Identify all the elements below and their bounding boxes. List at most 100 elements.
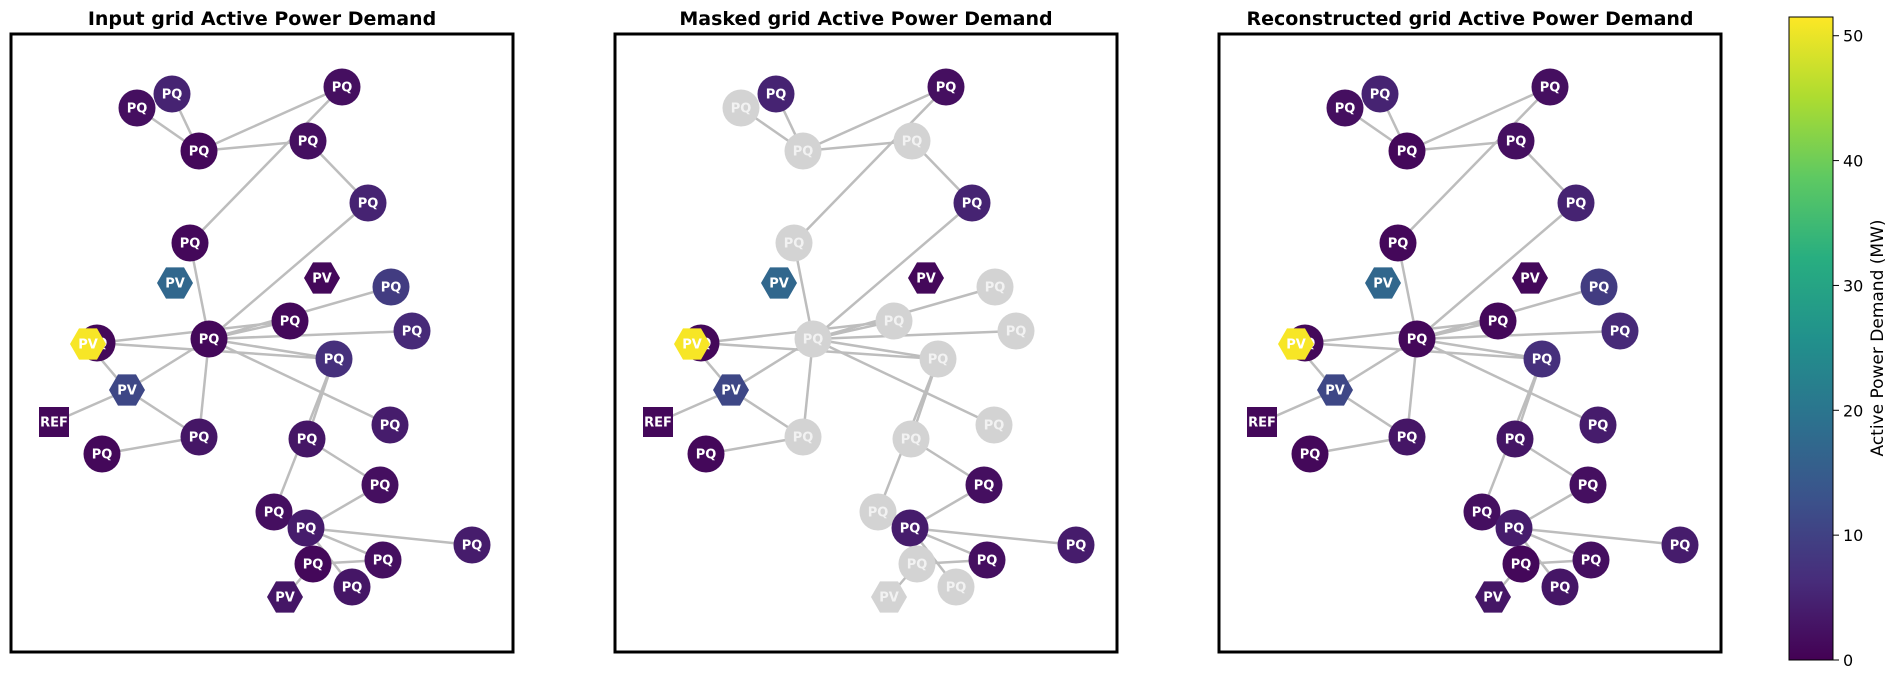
node-marker (157, 267, 193, 299)
node-label: PQ (402, 325, 423, 340)
node-marker (898, 545, 936, 583)
node-pq: PQ (372, 268, 410, 306)
node-marker (171, 224, 209, 262)
node-pv: PV (109, 374, 145, 406)
node-pq: PQ (1496, 420, 1534, 458)
node-marker (761, 267, 797, 299)
node-label: PV (165, 277, 185, 292)
node-pv: PV (304, 262, 340, 294)
node-label: PV (769, 277, 789, 292)
node-pv: PV (761, 267, 797, 299)
node-label: PQ (1370, 88, 1391, 103)
node-ref: REF (39, 407, 69, 437)
node-pq: PQ (287, 509, 325, 547)
node-ref: REF (643, 407, 673, 437)
edge (305, 526, 473, 547)
node-marker (1523, 340, 1561, 378)
node-marker (1579, 406, 1617, 444)
node-pq: PQ (1057, 526, 1095, 564)
node-pq: PQ (361, 466, 399, 504)
node-marker (975, 406, 1013, 444)
edge (802, 85, 947, 153)
edge (812, 329, 1017, 341)
colorbar-tick-label: 40 (1843, 152, 1863, 171)
node-pv: PV (871, 581, 907, 613)
node-label: REF (644, 416, 672, 431)
panel-frame (613, 32, 1119, 654)
node-label: PQ (1066, 539, 1087, 554)
edge (909, 526, 1077, 547)
node-pq: PQ (371, 406, 409, 444)
node-pv: PV (70, 328, 106, 360)
node-marker (784, 418, 822, 456)
node-label: PQ (342, 581, 363, 596)
node-label: PQ (180, 237, 201, 252)
node-label: PQ (199, 333, 220, 348)
node-marker (1326, 89, 1364, 127)
node-label: PV (721, 384, 741, 399)
node-marker (180, 132, 218, 170)
node-pq: PQ (859, 493, 897, 531)
node-marker (919, 340, 957, 378)
node-pq: PQ (968, 541, 1006, 579)
node-pq: PQ (1291, 435, 1329, 473)
node-pq: PQ (997, 312, 1035, 350)
node-pv: PV (908, 262, 944, 294)
node-marker (1361, 75, 1399, 113)
node-marker (893, 122, 931, 160)
node-label: PQ (1589, 281, 1610, 296)
node-pq: PQ (927, 68, 965, 106)
edge (208, 202, 369, 340)
node-label: PQ (1335, 102, 1356, 117)
node-pq: PQ (1398, 320, 1436, 358)
node-pq: PQ (180, 418, 218, 456)
node-pq: PQ (349, 184, 387, 222)
node-label: PQ (189, 145, 210, 160)
node-label: PV (1483, 591, 1503, 606)
node-pq: PQ (919, 340, 957, 378)
node-pq: PQ (937, 568, 975, 606)
node-pq: PQ (898, 545, 936, 583)
node-pq: PQ (1388, 132, 1426, 170)
edge (198, 85, 343, 153)
node-label: PQ (264, 506, 285, 521)
node-marker (965, 466, 1003, 504)
node-label: PQ (900, 522, 921, 537)
node-marker (372, 268, 410, 306)
node-label: PV (1373, 277, 1393, 292)
node-label: PQ (793, 145, 814, 160)
node-label: PQ (1588, 419, 1609, 434)
node-marker (1247, 407, 1277, 437)
colorbar-tick-label: 30 (1843, 276, 1863, 295)
node-marker (1569, 466, 1607, 504)
node-marker (39, 407, 69, 437)
node-marker (287, 509, 325, 547)
node-label: PQ (793, 431, 814, 446)
node-marker (153, 75, 191, 113)
node-marker (288, 420, 326, 458)
node-label: PQ (162, 88, 183, 103)
node-marker (1495, 509, 1533, 547)
node-marker (1601, 312, 1639, 350)
node-marker (1365, 267, 1401, 299)
node-label: PV (1286, 338, 1306, 353)
node-pq: PQ (288, 420, 326, 458)
node-pv: PV (157, 267, 193, 299)
node-marker (875, 302, 913, 340)
nodes: PQ PQ PQ PQ PQ PQ PQ PV PV PQ PQ PQ PQ PQ PV PV PQ PQ REF P… (643, 68, 1095, 613)
node-pq: PQ (1661, 526, 1699, 564)
node-pq: PQ (180, 132, 218, 170)
node-pq: PQ (687, 435, 725, 473)
node-label: PQ (298, 135, 319, 150)
node-label: PQ (962, 197, 983, 212)
node-marker (393, 312, 431, 350)
node-pq: PQ (271, 302, 309, 340)
node-marker (859, 493, 897, 531)
node-marker (190, 320, 228, 358)
node-label: PQ (902, 135, 923, 150)
node-pq: PQ (255, 493, 293, 531)
nodes: PQ PQ PQ PQ PQ PQ PQ PV PV PQ PQ PQ PQ PQ PV PV PQ PQ REF P… (39, 68, 491, 613)
node-label: PQ (1397, 145, 1418, 160)
colorbar-tick-label: 50 (1843, 27, 1863, 46)
node-marker (997, 312, 1035, 350)
